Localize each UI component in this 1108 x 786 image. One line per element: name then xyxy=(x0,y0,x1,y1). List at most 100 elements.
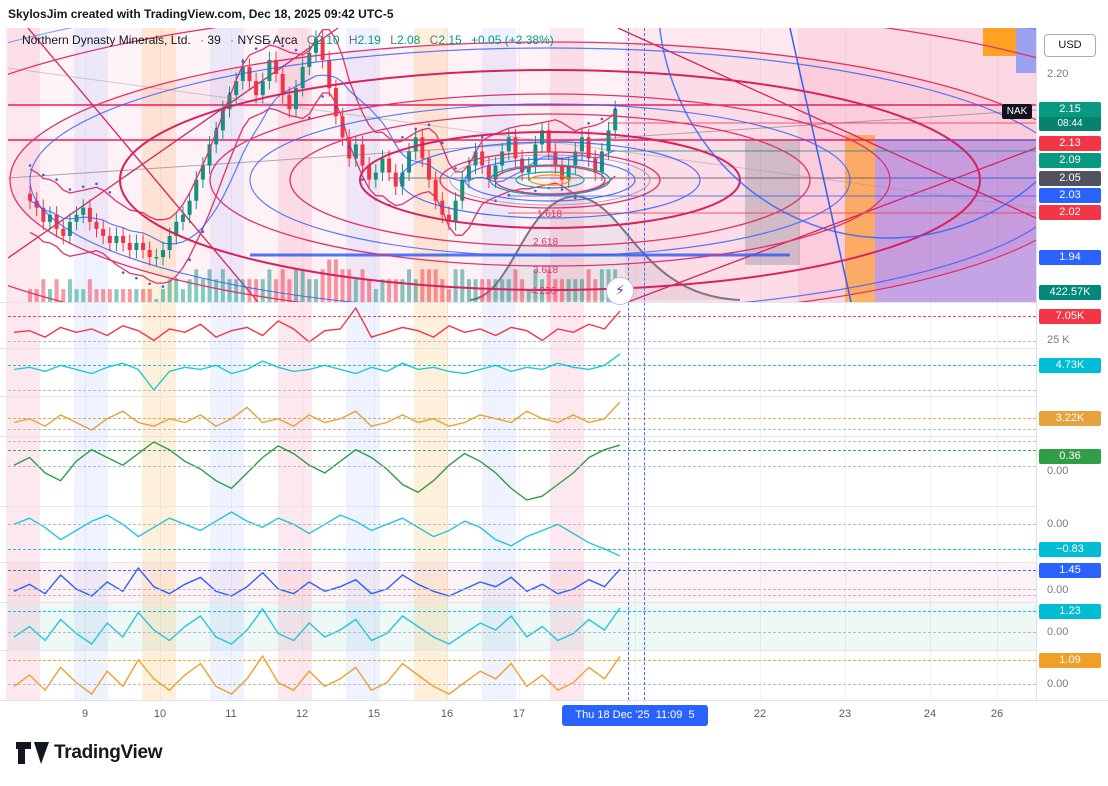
time-tick: 10 xyxy=(153,708,167,720)
volume-bar xyxy=(407,269,412,302)
grid-vline xyxy=(519,28,520,700)
sar-dot xyxy=(55,178,58,181)
candle-body xyxy=(180,214,185,222)
volume-bar xyxy=(287,279,292,302)
price-level-badge: 2.13 xyxy=(1039,136,1101,151)
candle-body xyxy=(174,221,179,236)
sar-dot xyxy=(294,48,298,52)
volume-bar xyxy=(340,269,345,302)
sar-dot xyxy=(268,40,271,43)
candle-body xyxy=(320,38,325,60)
pane-separator[interactable] xyxy=(0,436,1036,437)
tradingview-logo-text[interactable]: TradingView xyxy=(54,742,163,763)
sar-dot xyxy=(401,136,404,139)
symbol-exchange: NYSE Arca xyxy=(237,33,298,47)
sar-dot xyxy=(507,193,511,197)
volume-bar xyxy=(234,279,239,302)
candle-body xyxy=(280,74,285,96)
volume-bar xyxy=(107,289,112,302)
indicator-pane-2[interactable] xyxy=(8,348,1036,396)
time-tick: 15 xyxy=(367,708,381,720)
time-tick: 11 xyxy=(225,708,237,720)
volume-bar xyxy=(347,269,352,302)
sar-dot xyxy=(241,60,245,63)
volume-bar xyxy=(327,259,332,302)
sar-dot xyxy=(587,121,590,125)
candle-body xyxy=(367,165,372,180)
candle-body xyxy=(520,158,525,173)
volume-bar xyxy=(533,269,538,302)
indicator-pane-4[interactable] xyxy=(8,436,1036,506)
volume-bar xyxy=(247,279,252,302)
candle-body xyxy=(194,179,199,201)
currency-button[interactable]: USD xyxy=(1044,34,1096,57)
sar-dot xyxy=(81,185,85,188)
crosshair-vline xyxy=(628,28,629,700)
pane-separator[interactable] xyxy=(0,302,1036,303)
candle-body xyxy=(486,165,491,180)
attribution-bar: SkylosJim created with TradingView.com, … xyxy=(0,0,1108,28)
indicator-pane-1[interactable] xyxy=(8,302,1036,348)
sar-dot xyxy=(414,127,418,131)
symbol-header[interactable]: Northern Dynasty Minerals, Ltd. · 39 · N… xyxy=(22,33,554,47)
tradingview-logo-icon[interactable] xyxy=(16,742,50,764)
candle-body xyxy=(340,116,345,138)
pane-separator[interactable] xyxy=(0,602,1036,603)
zero-tick: 0.00 xyxy=(1047,518,1069,530)
indicator-pane-8[interactable] xyxy=(8,650,1036,700)
volume-bar xyxy=(274,279,279,302)
pane-separator[interactable] xyxy=(0,562,1036,563)
pane-separator[interactable] xyxy=(0,348,1036,349)
candle-body xyxy=(453,200,458,222)
volume-bar xyxy=(194,269,199,302)
candle-body xyxy=(373,172,378,180)
level-dash xyxy=(8,595,1036,596)
candle-body xyxy=(287,95,292,110)
indicator-pane-6[interactable] xyxy=(8,562,1036,602)
attribution-text: SkylosJim created with TradingView.com, … xyxy=(8,7,394,21)
sar-dot xyxy=(308,116,311,119)
candle-body xyxy=(506,137,511,152)
candle-body xyxy=(473,151,478,166)
event-lightning-icon[interactable]: ⚡ xyxy=(606,277,634,305)
sar-dot xyxy=(42,173,45,177)
candle-body xyxy=(94,221,99,229)
indicator-pane-3[interactable] xyxy=(8,396,1036,436)
candle-body xyxy=(300,66,305,89)
candle-body xyxy=(220,109,225,131)
ohlc-open-label: O xyxy=(306,33,317,47)
volume-bar xyxy=(480,279,485,302)
price-scale[interactable]: USD 2.20 2.15 08:44 2.13 2.09 2.05 2.03 … xyxy=(1036,28,1108,700)
level-dash xyxy=(8,450,1036,451)
sar-dot xyxy=(613,107,617,111)
sar-dot xyxy=(361,178,364,181)
pane-separator[interactable] xyxy=(0,650,1036,651)
volume-bar xyxy=(67,279,72,302)
time-tick: 9 xyxy=(81,708,89,720)
indicator-pane-5[interactable] xyxy=(8,506,1036,562)
main-chart-canvas[interactable] xyxy=(8,28,1036,302)
zero-tick: 0.00 xyxy=(1047,626,1069,638)
pane-separator[interactable] xyxy=(0,506,1036,507)
level-dash xyxy=(8,429,1036,430)
symbol-name[interactable]: Northern Dynasty Minerals, Ltd. xyxy=(22,33,191,47)
volume-bar xyxy=(333,259,338,302)
time-axis[interactable]: 9 10 11 12 15 16 17 Thu 18 Dec '25 11:09… xyxy=(0,700,1108,731)
footer: TradingView xyxy=(0,730,1108,786)
volume-bar xyxy=(61,289,66,302)
candle-body xyxy=(134,242,139,250)
main-price-pane[interactable]: Northern Dynasty Minerals, Ltd. · 39 · N… xyxy=(8,28,1036,302)
separator: · xyxy=(230,33,235,47)
sar-dot xyxy=(108,190,112,194)
symbol-interval[interactable]: 39 xyxy=(207,33,221,47)
grid-vline xyxy=(447,28,448,700)
volume-bar xyxy=(54,279,59,302)
chart-root[interactable]: Northern Dynasty Minerals, Ltd. · 39 · N… xyxy=(0,28,1108,700)
volume-bar xyxy=(74,289,79,302)
sar-dot xyxy=(480,136,484,139)
pane-separator[interactable] xyxy=(0,396,1036,397)
osc-yellow-line xyxy=(13,401,621,431)
candle-body xyxy=(87,207,92,222)
candle-body xyxy=(167,235,172,250)
indicator-pane-7[interactable] xyxy=(8,602,1036,650)
